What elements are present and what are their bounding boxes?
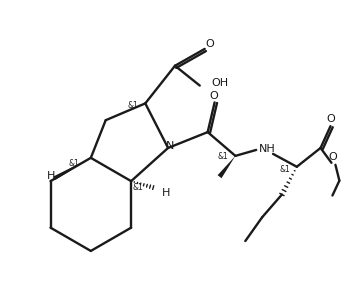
Polygon shape [54,158,91,180]
Text: O: O [328,152,337,162]
Text: O: O [205,39,214,49]
Text: H: H [162,188,170,198]
Text: &1: &1 [133,183,143,192]
Text: H: H [47,171,55,181]
Text: N: N [166,141,174,151]
Text: O: O [209,92,218,102]
Text: NH: NH [259,144,275,154]
Polygon shape [218,156,236,178]
Text: &1: &1 [218,152,229,161]
Text: &1: &1 [68,159,79,168]
Text: OH: OH [212,78,229,88]
Text: &1: &1 [279,165,290,174]
Text: &1: &1 [128,101,138,110]
Text: O: O [326,114,335,124]
